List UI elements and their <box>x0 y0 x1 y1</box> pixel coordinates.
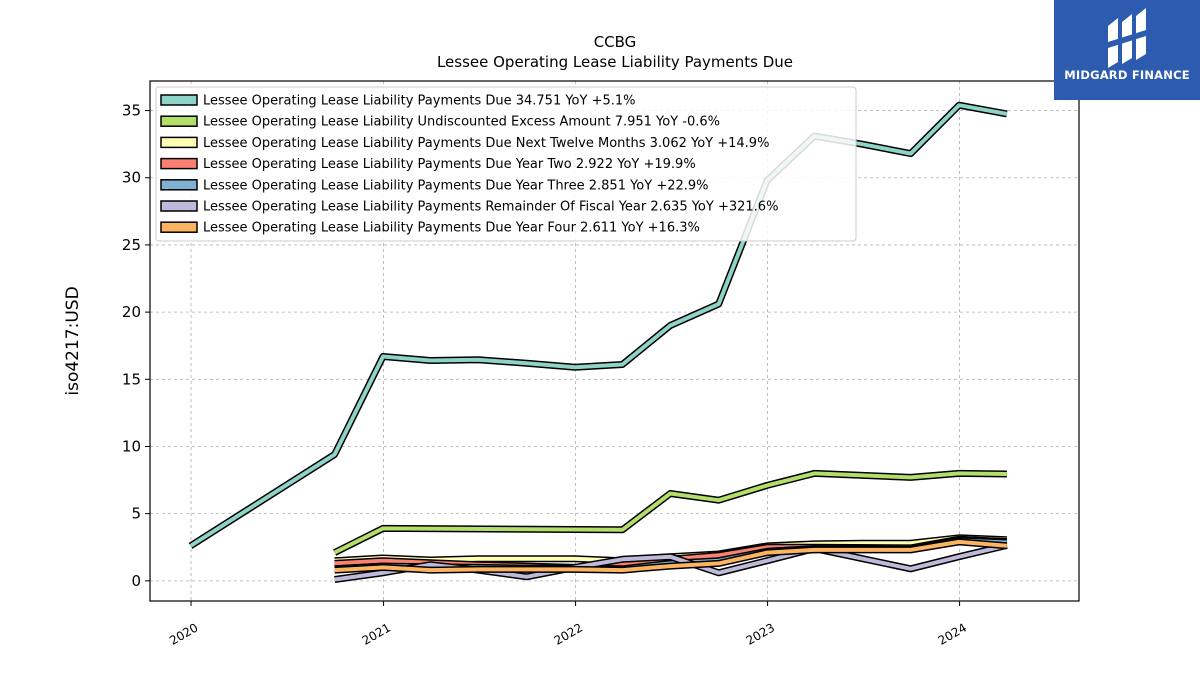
legend-swatch <box>160 115 198 127</box>
logo: MIDGARD FINANCE <box>1054 0 1200 100</box>
series-lines <box>188 101 1008 583</box>
chart-subtitle: Lessee Operating Lease Liability Payment… <box>437 53 793 71</box>
x-tick-label: 2020 <box>167 620 200 647</box>
y-tick-label: 20 <box>122 303 141 321</box>
y-tick-label: 10 <box>122 437 141 455</box>
legend-swatch <box>160 221 198 233</box>
legend-label: Lessee Operating Lease Liability Payment… <box>203 221 700 236</box>
chart-title: CCBG <box>594 33 637 51</box>
legend-swatch <box>160 94 198 106</box>
legend-label: Lessee Operating Lease Liability Undisco… <box>203 115 720 130</box>
x-tick-label: 2022 <box>552 620 585 647</box>
y-tick-label: 0 <box>131 572 141 590</box>
series-line-7 <box>334 539 1008 573</box>
legend-label: Lessee Operating Lease Liability Payment… <box>203 200 778 215</box>
series-line-1 <box>189 103 1008 548</box>
series-line-2 <box>333 471 1007 555</box>
legend-label: Lessee Operating Lease Liability Payment… <box>203 136 769 151</box>
x-tick-label: 2023 <box>744 620 777 647</box>
plot-frame <box>149 80 1080 602</box>
y-tick-label: 5 <box>131 505 141 523</box>
legend-swatch <box>160 136 198 149</box>
y-tick-label: 30 <box>122 169 141 187</box>
x-tick-label: 2021 <box>360 620 393 647</box>
legend-label: Lessee Operating Lease Liability Payment… <box>203 157 696 172</box>
legend: Lessee Operating Lease Liability Payment… <box>155 86 857 242</box>
y-tick-label: 25 <box>122 236 141 254</box>
y-tick-label: 15 <box>122 370 141 388</box>
legend-swatch <box>160 200 198 212</box>
logo-mark-icon <box>1108 8 1146 68</box>
legend-swatch <box>160 157 198 170</box>
legend-label: Lessee Operating Lease Liability Payment… <box>203 178 709 193</box>
series-line-6 <box>334 543 1008 582</box>
legend-box <box>155 86 857 242</box>
legend-swatch <box>160 179 198 191</box>
x-tick-label: 2024 <box>936 620 969 647</box>
legend-label: Lessee Operating Lease Liability Payment… <box>203 94 636 109</box>
y-tick-label: 35 <box>122 102 141 120</box>
logo-text: MIDGARD FINANCE <box>1064 68 1190 82</box>
y-axis-label: iso4217:USD <box>63 286 83 395</box>
